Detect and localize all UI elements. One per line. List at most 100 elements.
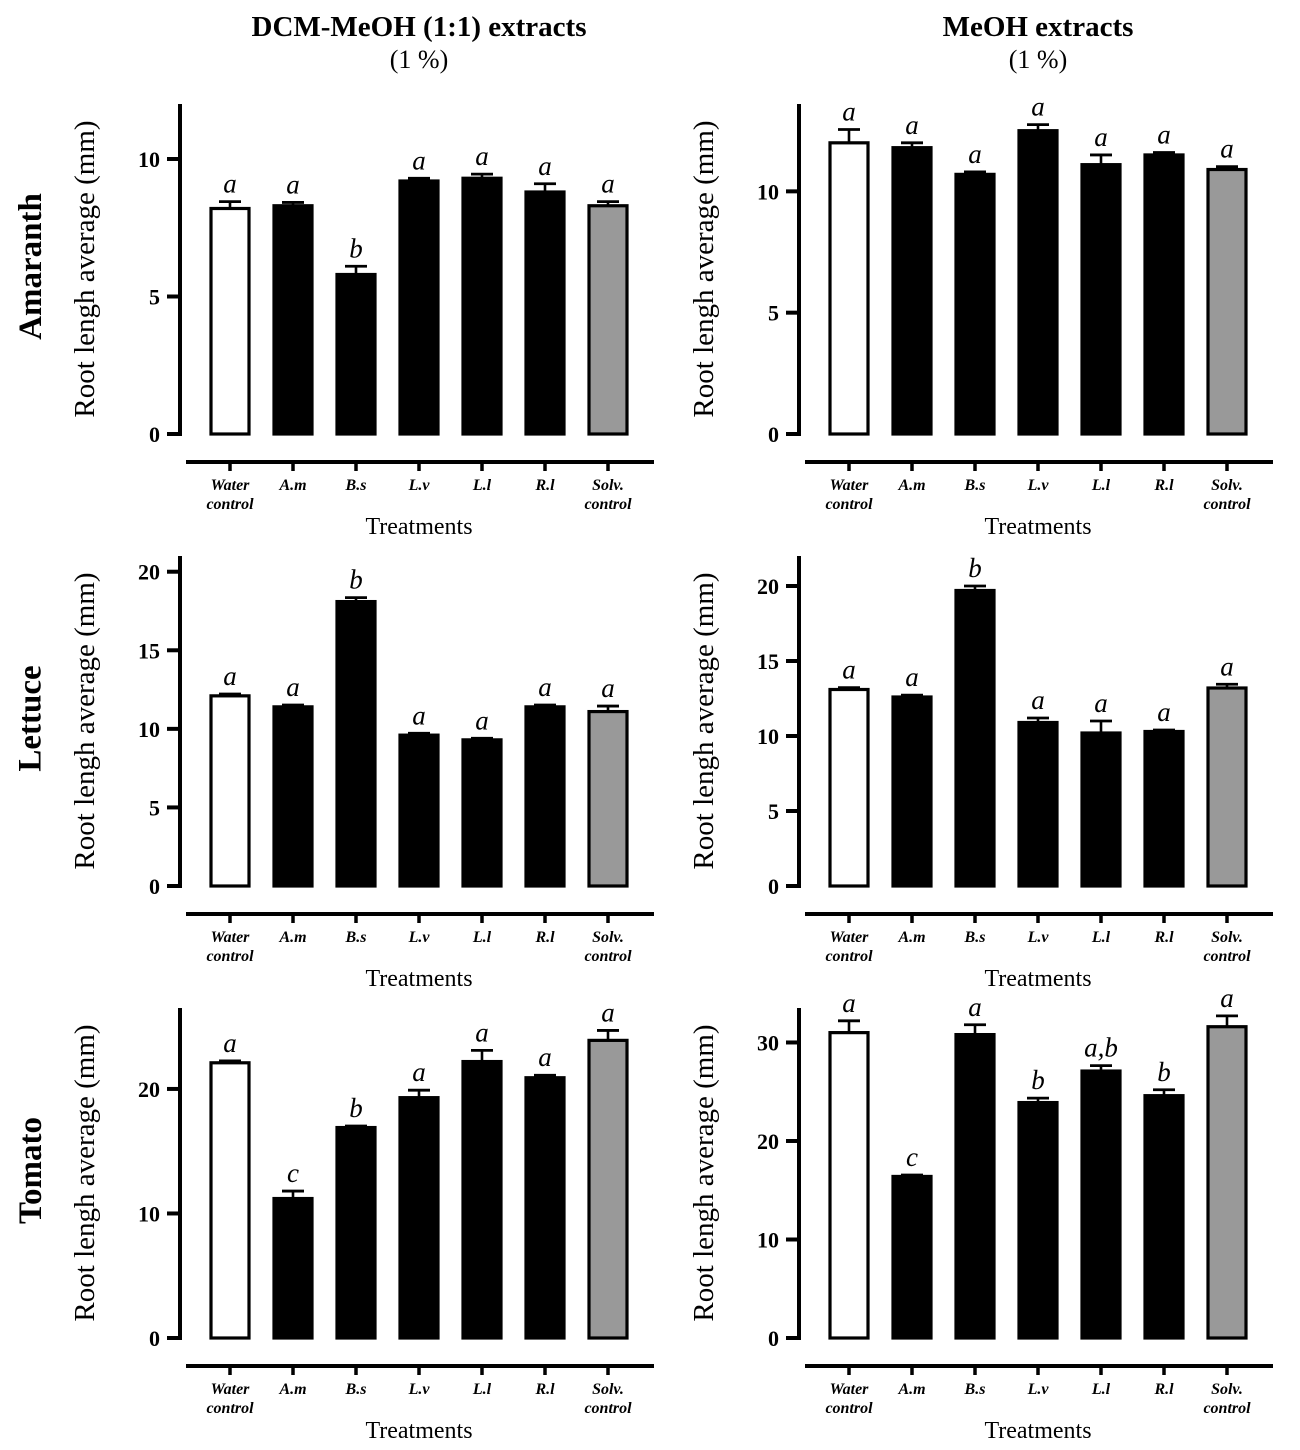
significance-letter: a	[223, 1028, 237, 1058]
bar	[272, 204, 314, 436]
column-title-meoh: MeOH extracts (1 %)	[681, 0, 1300, 88]
y-axis-label: Root lengh average (mm)	[688, 572, 720, 869]
chart-lettuce-dcm-meoh: 0 5 10 15 20 Root lengh average (mm) a a b a a a a Wa…	[62, 540, 681, 992]
bar	[209, 1061, 251, 1340]
y-tick-label: 5	[149, 795, 160, 820]
y-tick-label: 10	[138, 147, 160, 172]
bar	[891, 1174, 933, 1340]
y-tick-label: 20	[138, 1077, 160, 1102]
category-label: Water control	[825, 929, 873, 965]
y-tick-label: 10	[138, 717, 160, 742]
category-label: Water control	[206, 477, 254, 513]
row-label-amaranth: Amaranth	[12, 193, 49, 340]
significance-letter: b	[349, 233, 363, 263]
category-label: A.m	[897, 1381, 925, 1398]
significance-letter: a	[412, 145, 426, 175]
title-row-spacer	[0, 0, 62, 88]
significance-letter: a	[223, 661, 237, 691]
row-tomato: Tomato 0 10 20 Root lengh average (mm) a c b a a…	[0, 983, 1300, 1444]
y-tick-label: 10	[138, 1201, 160, 1226]
bar	[335, 1125, 377, 1340]
significance-letter: a	[601, 673, 615, 703]
x-axis-label: Treatments	[365, 1418, 472, 1444]
significance-letter: b	[349, 1093, 363, 1123]
chart-amaranth-meoh: 0 5 10 Root lengh average (mm) a a a a a a a Water c…	[681, 88, 1300, 540]
bar	[1206, 167, 1248, 436]
category-label: L.v	[1027, 929, 1050, 946]
bar	[1143, 153, 1185, 436]
significance-letter: b	[349, 565, 363, 595]
category-label: A.m	[278, 1381, 306, 1398]
category-label: L.v	[1027, 1381, 1050, 1398]
significance-letter: a	[412, 700, 426, 730]
chart-tomato-meoh: 0 10 20 30 Root lengh average (mm) a c a b a,b b a W…	[681, 983, 1300, 1444]
y-tick-label: 20	[757, 1129, 779, 1154]
x-axis-label: Treatments	[365, 514, 472, 540]
significance-letter: a	[475, 705, 489, 735]
category-label: L.v	[408, 1381, 431, 1398]
category-label: B.s	[964, 477, 986, 494]
category-label: Solv. control	[1203, 929, 1251, 965]
y-tick-label: 15	[138, 638, 160, 663]
row-label-tomato: Tomato	[12, 1117, 49, 1224]
category-label: A.m	[278, 929, 306, 946]
bar	[954, 1032, 996, 1340]
significance-letter: a	[601, 997, 615, 1027]
y-tick-label: 30	[757, 1030, 779, 1055]
bar	[1206, 1025, 1248, 1340]
significance-letter: a	[1031, 685, 1045, 715]
category-label: Solv. control	[584, 477, 632, 513]
category-label: Solv. control	[1203, 477, 1251, 513]
significance-letter: a	[1094, 122, 1108, 152]
significance-letter: a	[1094, 688, 1108, 718]
bar	[524, 190, 566, 436]
significance-letter: a	[1031, 92, 1045, 122]
significance-letter: a,b	[1084, 1033, 1118, 1063]
category-label: R.l	[534, 477, 555, 494]
y-tick-label: 0	[768, 1326, 779, 1351]
category-label: R.l	[534, 1381, 555, 1398]
significance-letter: a	[1220, 983, 1234, 1013]
bar-chart-svg: 0 10 20 Root lengh average (mm) a c b a a a a Water…	[69, 997, 654, 1444]
significance-letter: a	[1220, 134, 1234, 164]
significance-letter: a	[1157, 120, 1171, 150]
bar	[209, 206, 251, 436]
y-axis-label: Root lengh average (mm)	[688, 120, 720, 417]
category-label: R.l	[1153, 477, 1174, 494]
significance-letter: b	[1157, 1057, 1171, 1087]
y-axis-label: Root lengh average (mm)	[69, 1024, 101, 1321]
row-lettuce: Lettuce 0 5 10 15 20 Root lengh average (mm) a…	[0, 540, 1300, 992]
y-tick-label: 0	[149, 422, 160, 447]
bar	[1143, 1094, 1185, 1340]
significance-letter: a	[905, 662, 919, 692]
category-label: R.l	[1153, 1381, 1174, 1398]
category-label: L.l	[1091, 929, 1111, 946]
bar	[209, 694, 251, 888]
category-label: L.l	[1091, 477, 1111, 494]
significance-letter: b	[1031, 1065, 1045, 1095]
y-tick-label: 5	[768, 301, 779, 326]
bar	[587, 709, 629, 888]
category-label: R.l	[534, 929, 555, 946]
bar	[398, 179, 440, 436]
category-label: L.v	[408, 477, 431, 494]
y-axis-label: Root lengh average (mm)	[69, 572, 101, 869]
y-tick-label: 15	[757, 649, 779, 674]
significance-letter: a	[968, 992, 982, 1022]
significance-letter: a	[1220, 651, 1234, 681]
bar	[828, 141, 870, 436]
bar	[398, 1096, 440, 1340]
category-label: L.l	[472, 477, 492, 494]
category-label: L.l	[472, 1381, 492, 1398]
category-label: A.m	[278, 477, 306, 494]
significance-letter: a	[1157, 697, 1171, 727]
category-label: L.v	[408, 929, 431, 946]
chart-tomato-dcm-meoh: 0 10 20 Root lengh average (mm) a c b a a a a Water…	[62, 992, 681, 1444]
bar	[587, 204, 629, 436]
bar	[891, 695, 933, 888]
category-label: B.s	[345, 1381, 367, 1398]
significance-letter: a	[842, 988, 856, 1018]
significance-letter: c	[287, 1158, 299, 1188]
column-subtitle-text: (1 %)	[1008, 44, 1068, 74]
y-tick-label: 10	[757, 724, 779, 749]
